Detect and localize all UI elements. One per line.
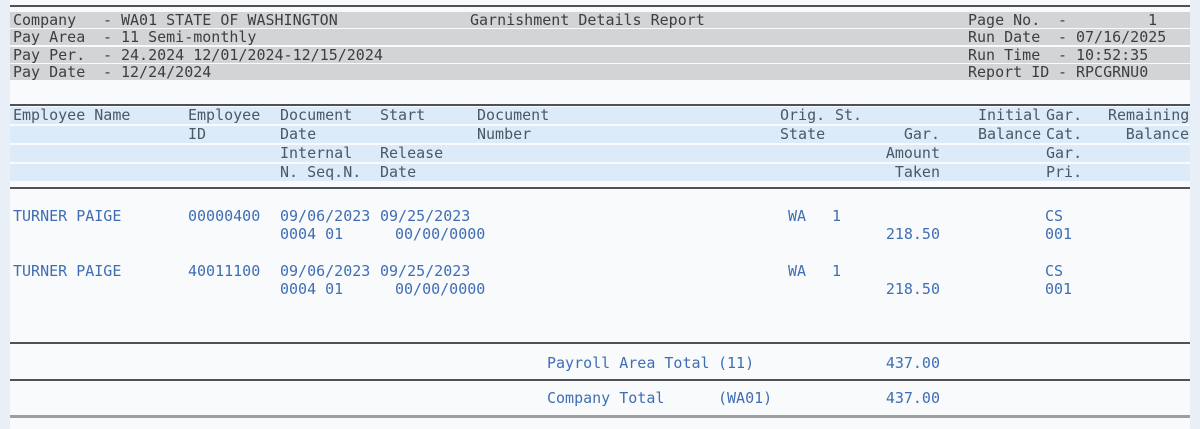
col-remaining-l2: Balance [1125,125,1189,143]
pay-period-separator: - [103,46,113,64]
row1-orig-state: WA [788,207,807,225]
pay-period-value: 24.2024 12/01/2024-12/15/2024 [121,46,383,64]
company-total-amount: 437.00 [885,389,940,407]
pay-date-separator: - [103,63,113,81]
row2-start-date: 09/25/2023 [380,262,471,280]
pay-period-label: Pay Per. [13,46,86,64]
col-docnum-l2: Number [477,125,532,143]
company-total-scope: (WA01) [718,389,773,407]
col-employee-id-l2: ID [188,125,207,143]
col-employee-name: Employee Name [13,106,131,124]
pay-date-label: Pay Date [13,63,86,81]
row1-internal-seq: 0004 01 [280,225,344,243]
row1-start-date: 09/25/2023 [380,207,471,225]
page-no-separator: - [1058,11,1068,29]
row1-gar-amount-taken: 218.50 [885,225,940,243]
row2-employee-name: TURNER PAIGE [13,262,122,280]
company-label: Company [13,11,77,29]
col-gar-l3: Amount [885,144,940,162]
col-orig-l1: Orig. [780,106,826,124]
col-start-l4: Date [380,163,417,181]
col-garcat-l1: Gar. [1046,106,1083,124]
col-remaining-l1: Remaining [1108,106,1190,124]
row1-gar-pri: 001 [1045,225,1073,243]
pay-area-value: 11 Semi-monthly [121,28,257,46]
col-garcat-l2: Cat. [1046,125,1083,143]
run-date-separator: - [1058,28,1068,46]
col-orig-l2: State [780,125,826,143]
column-header-bottom-divider [10,187,1190,189]
run-time-value: 10:52:35 [1076,46,1149,64]
info-band-1 [10,12,1190,28]
payroll-area-total-scope: (11) [718,354,755,372]
info-band-4 [10,64,1190,80]
column-header-band-2 [10,126,1190,143]
row1-employee-id: 00000400 [188,207,261,225]
column-header-band-3 [10,145,1190,162]
column-header-top-divider [10,104,1190,106]
report-id-value: RPCGRNU0 [1076,63,1149,81]
pay-area-label: Pay Area [13,28,86,46]
row2-document-date: 09/06/2023 [280,262,371,280]
info-band-3 [10,47,1190,63]
company-total-top-divider [10,379,1190,381]
row1-document-date: 09/06/2023 [280,207,371,225]
run-time-separator: - [1058,46,1068,64]
row2-release-date: 00/00/0000 [395,280,486,298]
col-document-l3: Internal [280,144,353,162]
row2-st: 1 [832,262,842,280]
col-st-l1: St. [835,106,863,124]
row2-gar-cat: CS [1045,262,1064,280]
row2-gar-pri: 001 [1045,280,1073,298]
col-gar-l4: Taken [894,163,940,181]
row2-employee-id: 40011100 [188,262,261,280]
payroll-total-top-divider [10,342,1190,344]
run-date-label: Run Date [968,28,1041,46]
bottom-divider [10,415,1190,418]
report-id-label: Report ID [968,63,1050,81]
row2-gar-amount-taken: 218.50 [885,280,940,298]
pay-date-value: 12/24/2024 [121,63,212,81]
row1-gar-cat: CS [1045,207,1064,225]
pay-area-separator: - [103,28,113,46]
top-divider [10,5,1190,7]
col-start-l1: Start [380,106,426,124]
report-title: Garnishment Details Report [470,11,705,29]
col-docnum-l1: Document [477,106,550,124]
company-separator: - [103,11,113,29]
row1-st: 1 [832,207,842,225]
col-initial-l2: Balance [978,125,1042,143]
page-no-label: Page No. [968,11,1041,29]
row1-release-date: 00/00/0000 [395,225,486,243]
col-document-l4: N. Seq.N. [280,163,362,181]
page-no-value: 1 [1147,11,1157,29]
report-id-separator: - [1058,63,1068,81]
col-employee-id-l1: Employee [188,106,261,124]
company-value: WA01 STATE OF WASHINGTON [121,11,338,29]
col-gar-l2: Gar. [903,125,940,143]
col-garcat-l3: Gar. [1046,144,1083,162]
column-header-band-4 [10,164,1190,181]
col-garcat-l4: Pri. [1046,163,1083,181]
run-time-label: Run Time [968,46,1041,64]
company-total-label: Company Total [547,389,665,407]
row2-internal-seq: 0004 01 [280,280,344,298]
col-start-l3: Release [380,144,444,162]
payroll-area-total-amount: 437.00 [885,354,940,372]
col-initial-l1: Initial [978,106,1042,124]
info-band-2 [10,29,1190,45]
col-document-l2: Date [280,125,317,143]
row2-orig-state: WA [788,262,807,280]
col-document-l1: Document [280,106,353,124]
payroll-area-total-label: Payroll Area Total [547,354,710,372]
column-header-band-1 [10,107,1190,124]
row1-employee-name: TURNER PAIGE [13,207,122,225]
run-date-value: 07/16/2025 [1076,28,1167,46]
